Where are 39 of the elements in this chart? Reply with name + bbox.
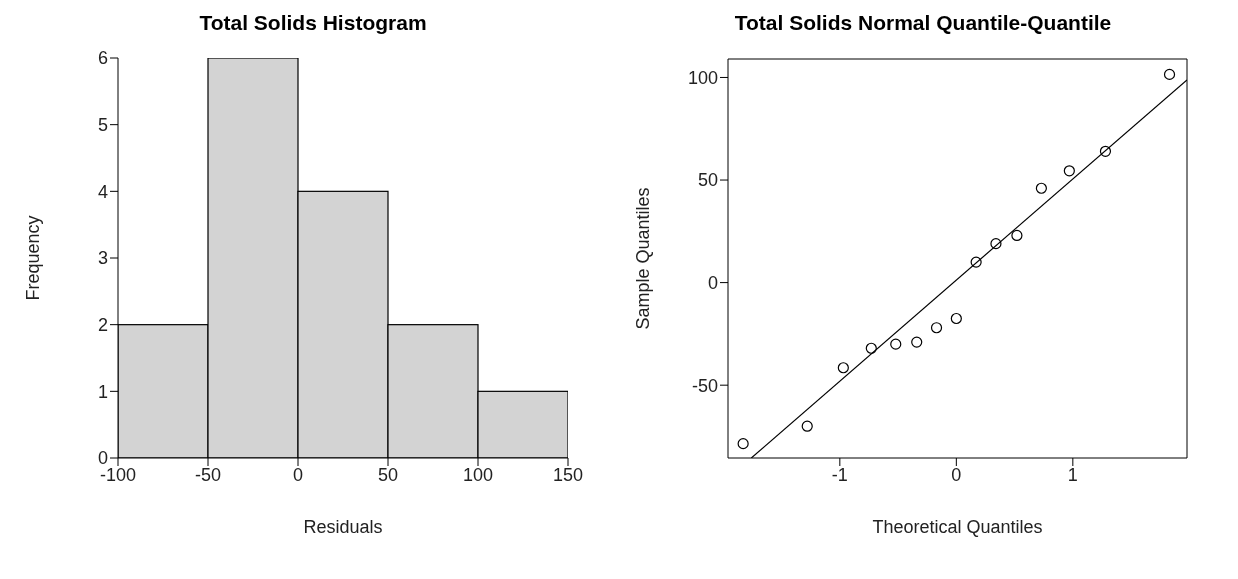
chart-title: Total Solids Normal Quantile-Quantile [733, 10, 1113, 36]
y-tick-label: 1 [97, 381, 108, 402]
y-tick-label: -50 [691, 375, 718, 396]
x-tick-label: 100 [462, 464, 494, 485]
x-axis-title: Residuals [303, 517, 383, 537]
y-tick-label: 0 [707, 272, 718, 293]
y-tick-label: 4 [97, 181, 108, 202]
y-tick-label: 6 [97, 48, 108, 69]
point [737, 438, 749, 450]
y-tick-label: 2 [97, 315, 108, 336]
point [930, 322, 943, 334]
point [801, 420, 813, 432]
point [970, 256, 982, 268]
x-tick-label: 150 [552, 464, 584, 485]
x-tick-label: 0 [951, 464, 962, 485]
y-tick-label: 5 [97, 115, 108, 136]
x-tick-label: 50 [377, 464, 399, 485]
y-axis-title: Sample Quantiles [633, 187, 654, 330]
point [950, 312, 962, 325]
x-axis-title: Theoretical Quantiles [872, 517, 1043, 537]
point [890, 338, 902, 350]
point [1035, 182, 1047, 194]
y-axis-title: Frequency [23, 215, 44, 301]
point [1011, 229, 1023, 242]
point [1063, 165, 1075, 177]
chart-title: Total Solids Histogram [198, 10, 428, 36]
x-tick-label: -50 [194, 464, 222, 485]
x-tick-label: 1 [1067, 464, 1078, 485]
point [990, 238, 1002, 250]
y-tick-label: 3 [97, 248, 108, 269]
x-tick-label: -1 [831, 464, 848, 485]
x-tick-label: 0 [292, 464, 304, 485]
y-tick-label: 100 [687, 67, 718, 88]
point [865, 342, 877, 354]
point [837, 362, 849, 374]
point [1163, 68, 1176, 80]
point [911, 336, 923, 348]
point [1099, 145, 1112, 157]
y-tick-label: 50 [697, 170, 718, 191]
